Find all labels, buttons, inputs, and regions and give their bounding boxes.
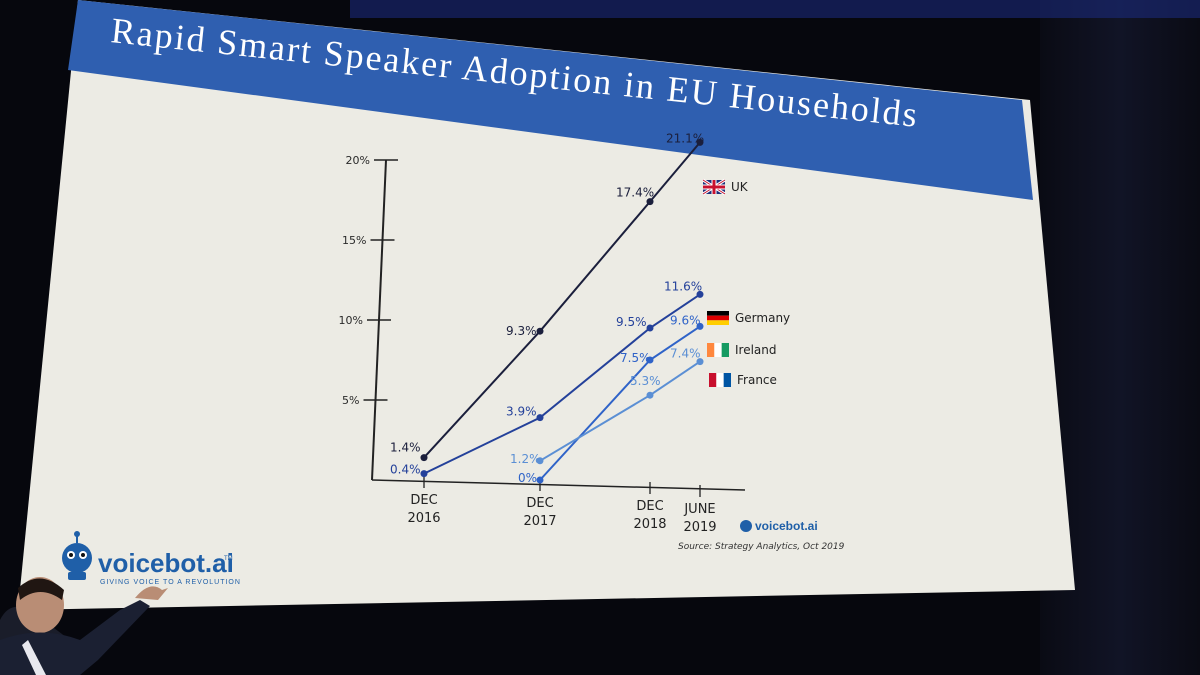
flag-stripe [714, 343, 722, 357]
y-tick-label: 5% [342, 394, 359, 407]
data-label-uk: 1.4% [390, 441, 421, 455]
data-point-germany [696, 290, 704, 298]
legend-item-ireland: Ireland [707, 343, 777, 357]
x-tick-label: DEC [636, 499, 663, 514]
data-label-germany: 3.9% [506, 405, 537, 419]
y-tick-label: 10% [339, 314, 363, 327]
source-note: Source: Strategy Analytics, Oct 2019 [678, 542, 845, 552]
data-label-uk: 9.3% [506, 324, 537, 338]
flag-stripe [716, 373, 724, 387]
data-label-germany: 0.4% [390, 463, 421, 477]
voicebot-logo: voicebot.ai TM GIVING VOICE TO A REVOLUT… [62, 531, 241, 586]
voicebot-logo-small: voicebot.ai [740, 519, 818, 533]
logo-small-text: voicebot.ai [755, 519, 818, 533]
data-point-france [696, 358, 704, 366]
robot-mascot-icon [62, 531, 92, 580]
logo-text: voicebot.ai [98, 548, 234, 578]
data-point-uk [696, 138, 704, 146]
legend-item-uk: UK [702, 178, 749, 196]
legend-item-france: France [709, 373, 777, 387]
legend-item-germany: Germany [707, 311, 790, 325]
data-label-ireland: 7.5% [620, 351, 651, 365]
flag-stripe [723, 373, 731, 387]
flag-stripe [707, 311, 729, 316]
legend-label: France [737, 373, 777, 387]
data-label-france: 7.4% [670, 347, 701, 361]
data-label-germany: 11.6% [664, 279, 702, 293]
flag-stripe [721, 343, 729, 357]
flag-germany-icon [707, 311, 729, 325]
data-label-uk: 21.1% [666, 131, 704, 145]
data-label-ireland: 0% [518, 471, 537, 485]
x-tick-label: 2016 [407, 511, 440, 526]
title-bar [68, 0, 1033, 200]
robot-icon-small [740, 520, 752, 532]
data-point-france [646, 391, 654, 399]
data-point-uk [646, 198, 654, 206]
x-tick-label: DEC [526, 496, 553, 511]
data-point-ireland [536, 476, 544, 484]
presenter-silhouette [0, 577, 168, 675]
flag-stripe [712, 180, 716, 194]
series-line-uk [423, 141, 701, 459]
flag-stripe [707, 320, 729, 325]
stage-light [350, 0, 1200, 18]
x-tick-label: DEC [410, 493, 437, 508]
data-point-ireland [646, 356, 654, 364]
logo-tagline: GIVING VOICE TO A REVOLUTION [100, 579, 241, 586]
x-tick-label: 2019 [683, 520, 716, 535]
data-point-france [536, 457, 544, 465]
y-tick-label: 20% [346, 154, 370, 167]
legend-label: Ireland [735, 343, 777, 357]
logo-trademark: TM [224, 556, 233, 562]
data-label-france: 5.3% [630, 374, 661, 388]
series-line-germany [423, 293, 701, 475]
data-label-france: 1.2% [510, 452, 541, 466]
chart-legend: UK Germany Ireland France [702, 178, 790, 387]
flag-france-icon [709, 373, 731, 387]
data-point-germany [420, 470, 428, 478]
data-label-germany: 9.5% [616, 315, 647, 329]
data-label-uk: 17.4% [616, 186, 654, 200]
data-point-germany [536, 414, 544, 422]
x-tick-label: JUNE [683, 502, 715, 517]
data-label-ireland: 9.6% [670, 313, 701, 327]
legend-label: UK [731, 180, 749, 194]
flag-stripe [707, 315, 729, 321]
legend-label: Germany [735, 311, 790, 325]
flag-uk-icon [702, 178, 726, 196]
series-line-france [539, 360, 701, 462]
chart-series: 1.4% 9.3% 17.4% 21.1% 0.4% 3.9% 9.5% 11.6% 0% 7.5… [390, 131, 704, 485]
data-point-uk [536, 327, 544, 335]
flag-stripe [707, 343, 715, 357]
x-axis-line [371, 479, 746, 491]
flag-stripe [709, 373, 717, 387]
data-point-ireland [696, 322, 704, 330]
x-tick-label: 2017 [523, 514, 556, 529]
data-point-germany [646, 324, 654, 332]
y-tick-label: 15% [342, 234, 366, 247]
data-point-uk [420, 454, 428, 462]
flag-ireland-icon [707, 343, 729, 357]
chart-axes: 5% 10% 15% 20% DEC 2016 DEC 2017 DEC 2018 JUNE 2019 [339, 154, 746, 535]
x-tick-label: 2018 [633, 517, 666, 532]
